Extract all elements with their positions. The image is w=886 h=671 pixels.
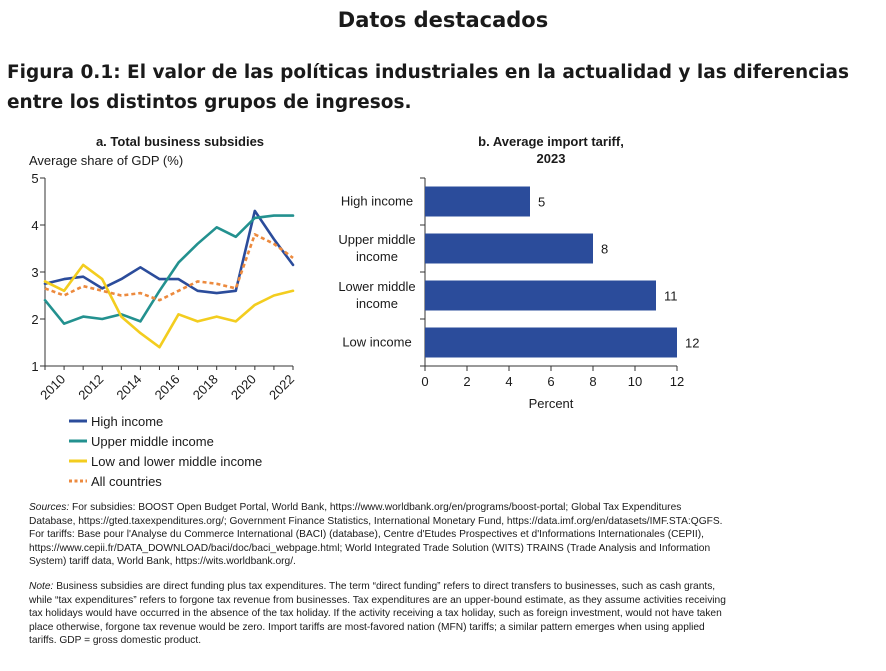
sources-text: For subsidies: BOOST Open Budget Portal,… [29, 502, 723, 568]
chart-a-series-line-2 [43, 263, 295, 349]
chart-b-x-tick-label: 6 [547, 374, 554, 389]
chart-b-data-label: 8 [601, 242, 608, 257]
chart-b-x-tick-label: 12 [670, 374, 684, 389]
chart-b-category-label: income [356, 249, 398, 264]
chart-a-y-tick-label: 5 [31, 171, 38, 186]
chart-b-bar [425, 186, 530, 217]
chart-b-title-line-1: b. Average import tariff, [478, 134, 624, 149]
sources-label: Sources: [29, 502, 70, 513]
chart-b-category-label: High income [341, 194, 413, 209]
chart-b-x-tick-label: 8 [589, 374, 596, 389]
note-label: Note: [29, 581, 54, 592]
chart-b-data-label: 5 [538, 195, 545, 210]
chart-a-title: a. Total business subsidies [96, 134, 264, 149]
chart-b-x-tick-label: 2 [463, 374, 470, 389]
chart-a-series-line-0 [43, 209, 295, 295]
chart-b-bar [425, 327, 677, 358]
chart-b-data-label: 12 [685, 336, 699, 351]
chart-b-x-axis-label: Percent [529, 396, 574, 411]
chart-b-category-label: income [356, 296, 398, 311]
chart-b-x-tick-label: 4 [505, 374, 512, 389]
page-header: Datos destacados [337, 8, 549, 32]
chart-a-y-axis-label: Average share of GDP (%) [29, 153, 183, 168]
chart-note: Note: Business subsidies are direct fund… [29, 580, 729, 648]
figure-title: Figura 0.1: El valor de las políticas in… [7, 62, 849, 113]
chart-a-legend-label: High income [91, 414, 163, 429]
chart-b-x-tick-label: 0 [421, 374, 428, 389]
chart-a-series-line-3 [44, 233, 294, 302]
chart-a-legend-label: Upper middle income [91, 434, 214, 449]
chart-b-title-line-2: 2023 [537, 151, 566, 166]
chart-a-y-tick-label: 1 [31, 359, 38, 374]
chart-a-legend-label: All countries [91, 474, 162, 489]
chart-a-series-line-1 [43, 214, 295, 326]
chart-b-bar [425, 233, 593, 264]
chart-a-legend-label: Low and lower middle income [91, 454, 262, 469]
chart-a-y-tick-label: 4 [31, 218, 38, 233]
chart-b-bar [425, 280, 656, 311]
sources-note: Sources: For subsidies: BOOST Open Budge… [29, 501, 729, 569]
chart-b-category-label: Lower middle [338, 279, 415, 294]
chart-b-x-tick-label: 10 [628, 374, 642, 389]
chart-a-y-tick-label: 3 [31, 265, 38, 280]
chart-a-y-tick-label: 2 [31, 312, 38, 327]
chart-b-category-label: Upper middle [338, 232, 415, 247]
chart-b-category-label: Low income [342, 335, 411, 350]
note-text: Business subsidies are direct funding pl… [29, 581, 726, 647]
chart-b-data-label: 11 [664, 289, 678, 304]
